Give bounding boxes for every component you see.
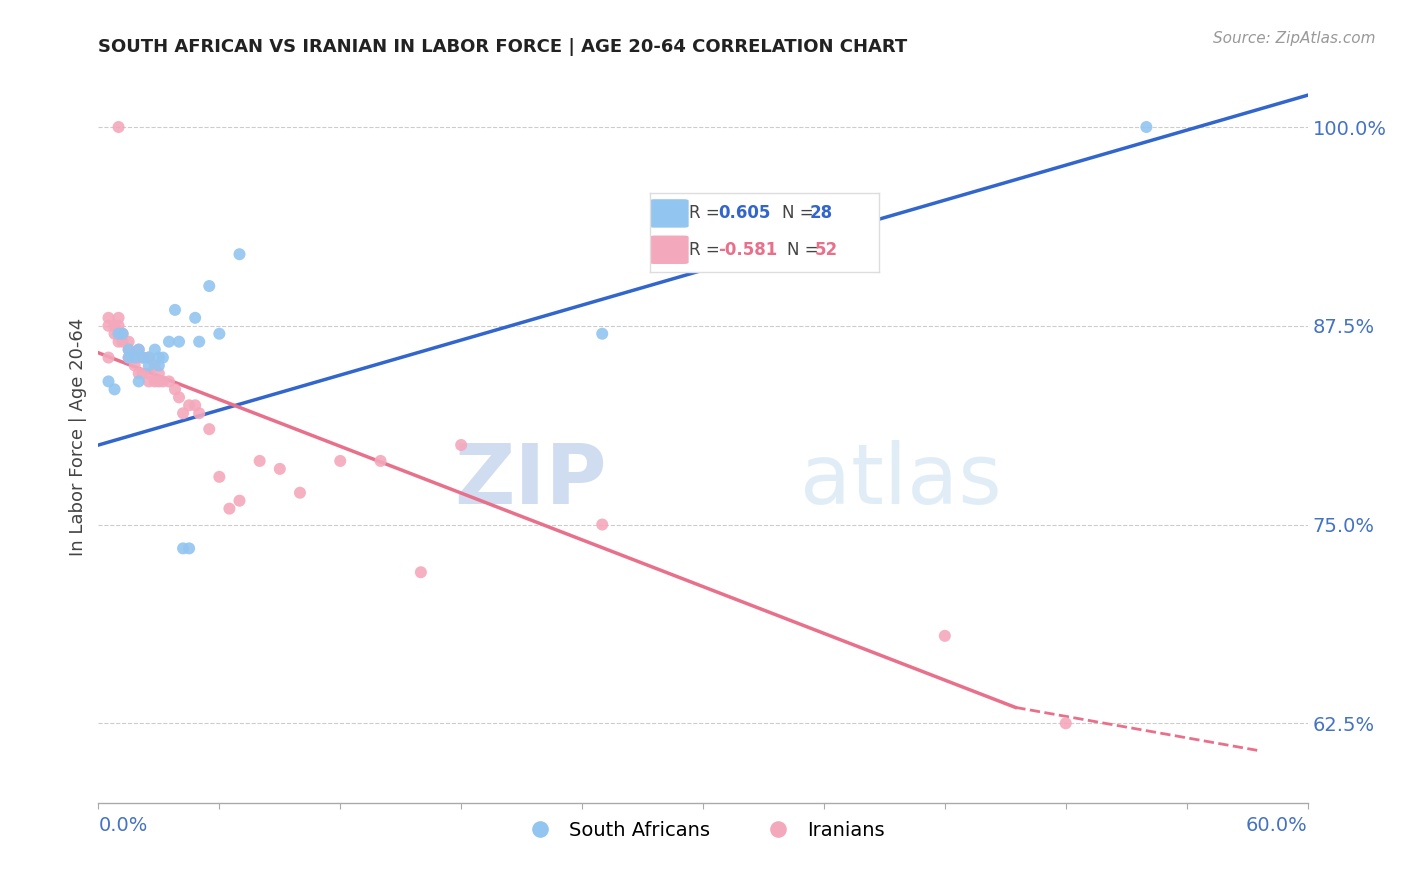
Point (179, 541, 201, 556)
Point (138, 367, 160, 381)
Point (450, 438, 472, 452)
Point (167, 390, 190, 404)
Point (111, 334, 134, 349)
Point (128, 367, 150, 381)
Point (591, 326, 613, 341)
Point (184, 398, 207, 412)
Point (172, 541, 194, 556)
Point (1135, 120, 1157, 134)
Point (409, 566, 432, 580)
Text: -0.581: -0.581 (718, 241, 778, 259)
Point (111, 326, 134, 341)
Point (97, 310, 120, 325)
FancyBboxPatch shape (650, 199, 689, 227)
Y-axis label: In Labor Force | Age 20-64: In Labor Force | Age 20-64 (69, 318, 87, 557)
Point (107, 310, 129, 325)
Point (1054, 716, 1077, 731)
Point (124, 351, 146, 365)
Text: 0.605: 0.605 (718, 204, 770, 222)
Point (228, 247, 250, 261)
Point (188, 334, 211, 349)
Point (111, 326, 134, 341)
Point (107, 326, 129, 341)
Text: 60.0%: 60.0% (1246, 815, 1308, 835)
Point (118, 351, 141, 365)
Point (97, 318, 120, 333)
Point (591, 517, 613, 532)
Point (198, 279, 221, 293)
Point (128, 343, 150, 357)
Text: 0.0%: 0.0% (98, 815, 148, 835)
Point (157, 334, 180, 349)
Point (148, 359, 170, 373)
Point (208, 326, 231, 341)
Point (143, 375, 166, 389)
Legend: South Africans, Iranians: South Africans, Iranians (513, 814, 893, 848)
Point (138, 351, 160, 365)
Point (107, 334, 129, 349)
Point (118, 334, 141, 349)
Point (269, 462, 291, 476)
Point (228, 493, 250, 508)
Text: R =: R = (689, 241, 724, 259)
Point (107, 120, 129, 134)
Point (124, 359, 146, 373)
Point (288, 485, 311, 500)
Point (208, 470, 231, 484)
Point (132, 351, 155, 365)
Point (132, 367, 155, 381)
Point (329, 454, 352, 468)
Point (138, 375, 160, 389)
Text: Source: ZipAtlas.com: Source: ZipAtlas.com (1212, 31, 1375, 46)
Point (107, 318, 129, 333)
FancyBboxPatch shape (650, 235, 689, 264)
Point (152, 375, 174, 389)
Point (143, 343, 166, 357)
Point (103, 326, 125, 341)
Point (184, 310, 207, 325)
Point (218, 501, 240, 516)
Point (167, 334, 190, 349)
Point (138, 351, 160, 365)
Point (118, 343, 141, 357)
Point (249, 454, 271, 468)
Point (172, 406, 194, 420)
Text: N =: N = (787, 241, 824, 259)
Point (163, 383, 186, 397)
Text: 52: 52 (814, 241, 838, 259)
Point (97, 375, 120, 389)
Point (138, 359, 160, 373)
Point (118, 343, 141, 357)
Point (118, 351, 141, 365)
Text: ZIP: ZIP (454, 441, 606, 522)
Point (132, 351, 155, 365)
Point (163, 302, 186, 317)
Point (107, 326, 129, 341)
Point (128, 351, 150, 365)
Point (148, 351, 170, 365)
Point (128, 343, 150, 357)
Point (97, 351, 120, 365)
Point (179, 398, 201, 412)
Text: N =: N = (783, 204, 820, 222)
Point (148, 375, 170, 389)
Point (157, 375, 180, 389)
Point (103, 383, 125, 397)
Point (198, 422, 221, 436)
Text: 28: 28 (810, 204, 832, 222)
Point (128, 375, 150, 389)
Text: SOUTH AFRICAN VS IRANIAN IN LABOR FORCE | AGE 20-64 CORRELATION CHART: SOUTH AFRICAN VS IRANIAN IN LABOR FORCE … (98, 38, 908, 56)
Point (103, 318, 125, 333)
Point (188, 406, 211, 420)
Text: atlas: atlas (800, 441, 1001, 522)
Text: R =: R = (689, 204, 724, 222)
Point (148, 367, 170, 381)
Point (934, 629, 956, 643)
Point (124, 351, 146, 365)
Point (370, 454, 392, 468)
Point (152, 351, 174, 365)
Point (138, 351, 160, 365)
Point (143, 359, 166, 373)
